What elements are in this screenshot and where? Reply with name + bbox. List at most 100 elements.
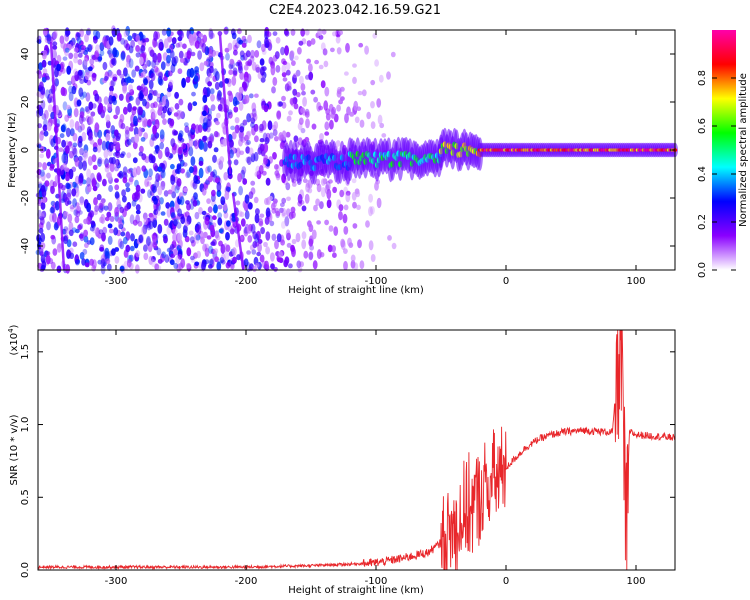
- spectrogram-cell: [208, 259, 214, 266]
- spectrogram-cell: [320, 178, 326, 186]
- spectrogram-cell: [220, 244, 226, 254]
- spectrogram-cell: [194, 261, 200, 267]
- spectrogram-cell: [291, 60, 296, 66]
- spectrogram-cell: [220, 196, 226, 206]
- spectrogram-cell: [86, 202, 91, 213]
- spectrogram-cell: [126, 138, 132, 146]
- spectrogram-cell: [148, 93, 153, 101]
- spectrogram-cell: [160, 61, 166, 71]
- spectrogram-cell: [46, 122, 52, 132]
- spectrogram-cell: [86, 177, 91, 187]
- spectrogram-cell: [308, 251, 314, 261]
- spectrogram-cell: [207, 206, 213, 214]
- spectrogram-cell: [89, 225, 95, 232]
- spectrogram-cell: [69, 119, 75, 129]
- spectrogram-cell: [99, 216, 104, 223]
- spectrogram-cell: [255, 208, 260, 216]
- spectrogram-cell: [181, 77, 187, 88]
- spectrogram-cell: [163, 218, 169, 226]
- spectrogram-x-axis: -300 -200 -100 0 100: [105, 30, 646, 287]
- spectrogram-cell: [259, 138, 265, 143]
- spectrogram-cell: [261, 120, 267, 131]
- spectrogram-cell: [149, 49, 155, 58]
- spectrogram-cell: [108, 184, 113, 193]
- spectrogram-cell: [107, 202, 113, 212]
- spectrogram-cell: [247, 235, 253, 243]
- spectrogram-cell: [352, 63, 357, 68]
- spectrogram-cell: [92, 164, 98, 170]
- spectrogram-cell: [72, 198, 77, 208]
- spectrogram-cell: [175, 255, 181, 264]
- spectrogram-cell: [117, 217, 123, 224]
- spectrogram-cell: [208, 29, 214, 40]
- spectrogram-cell: [40, 258, 46, 264]
- spectrogram-cell: [149, 212, 155, 223]
- spectrogram-cell: [314, 59, 319, 65]
- spectrogram-cell: [83, 149, 89, 159]
- spectrogram-cell: [65, 127, 71, 138]
- spectrogram-y-axis: -40 -20 0 20 40: [20, 48, 675, 254]
- spectrogram-cell: [274, 51, 280, 60]
- spectrogram-cell: [227, 42, 233, 51]
- spectrogram-cell: [39, 153, 44, 159]
- spectrogram-cell: [108, 36, 114, 46]
- spectrogram-cell: [152, 134, 158, 141]
- spectrogram-cell: [202, 34, 208, 43]
- spectrogram-cell: [114, 184, 120, 191]
- spectrogram-cell: [52, 248, 58, 256]
- spectrogram-cell: [345, 42, 350, 53]
- spectrogram-cell: [285, 208, 291, 217]
- spectrogram-cell: [62, 162, 67, 170]
- spectrogram-cell: [49, 163, 55, 169]
- spectrogram-cell: [271, 86, 276, 94]
- spectrogram-cell: [41, 210, 47, 219]
- spectrogram-cell: [36, 35, 42, 43]
- spectrogram-cell: [115, 135, 121, 141]
- spectrogram-cell: [229, 228, 235, 235]
- spectrogram-cell: [140, 188, 146, 194]
- spectrogram-cell: [205, 166, 211, 174]
- spectrogram-cell: [183, 224, 188, 234]
- spectrogram-cell: [82, 59, 88, 70]
- spectrogram-cell: [286, 196, 291, 202]
- spectrogram-cell: [41, 113, 47, 120]
- spectrogram-cell: [135, 204, 141, 211]
- spectrogram-cell: [273, 198, 278, 204]
- spectrogram-cell: [248, 191, 254, 200]
- snr-x-tick-label: 100: [626, 576, 645, 587]
- spectrogram-cell: [271, 233, 277, 241]
- spectrogram-cell: [254, 233, 259, 244]
- spectrogram-cell: [193, 192, 198, 200]
- spectrogram-cell: [65, 29, 71, 36]
- spectrogram-cell: [186, 262, 191, 269]
- spectrogram-cell: [229, 139, 234, 148]
- spectrogram-cell: [66, 187, 72, 198]
- spectrogram-cell: [215, 120, 220, 126]
- spectrogram-cell: [339, 189, 345, 198]
- spectrogram-cell: [172, 56, 177, 65]
- spectrogram-cell: [62, 101, 68, 111]
- spectrogram-cell: [208, 136, 214, 142]
- spectrogram-cell: [203, 231, 208, 239]
- spectrogram-cell: [281, 64, 287, 74]
- spectrogram-cell: [300, 127, 306, 134]
- spectrogram-cell: [37, 237, 43, 243]
- spectrogram-cell: [116, 69, 122, 76]
- spectrogram-cell: [108, 157, 114, 164]
- spectrogram-cell: [50, 234, 56, 240]
- spectrogram-cell: [94, 205, 99, 212]
- spectrogram-cell: [312, 260, 318, 270]
- spectrogram-cell: [129, 89, 135, 96]
- spectrogram-cell: [241, 42, 247, 48]
- spectrogram-cell: [71, 85, 77, 95]
- spectrogram-cell: [245, 146, 251, 154]
- spectrogram-cell: [40, 201, 46, 210]
- spectrogram-cell: [106, 50, 112, 55]
- spectrogram-cell: [280, 239, 285, 246]
- spectrogram-cell: [78, 210, 83, 215]
- spectrogram-cell: [143, 78, 149, 86]
- spectrogram-cell: [153, 150, 159, 155]
- spectrogram-cell: [191, 123, 196, 130]
- spectrogram-cell: [75, 210, 81, 218]
